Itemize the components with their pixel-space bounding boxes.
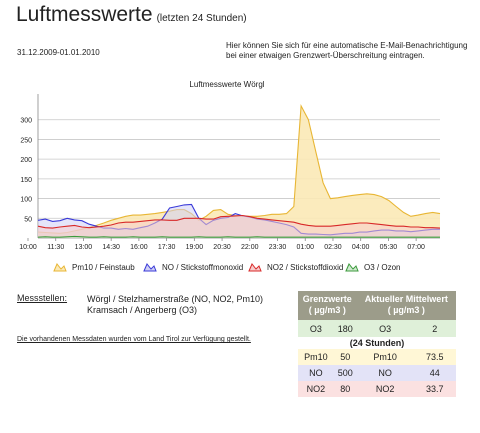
legend-swatch-no2	[248, 263, 262, 272]
series-line-3	[37, 235, 440, 238]
x-tick-label: 13:00	[75, 244, 93, 251]
series-area-2	[38, 215, 440, 238]
cell: Pm10	[356, 349, 414, 365]
legend-item-no2: NO2 / Stickstoffdioxid	[248, 262, 343, 272]
email-alert-link[interactable]: Hier können Sie sich für eine automatisc…	[226, 41, 468, 60]
cell: NO	[298, 365, 334, 381]
table-row-no2: NO2 80 NO2 33.7	[298, 381, 456, 397]
limits-table: Grenzwerte ( µg/m3 ) Aktueller Mittelwer…	[298, 291, 456, 397]
table-subheader-row: (24 Stunden)	[298, 337, 456, 349]
cell: 500	[333, 365, 357, 381]
station-kramsach: Kramsach / Angerberg (O3)	[87, 305, 198, 315]
x-tick-label: 19:00	[186, 244, 204, 251]
air-quality-chart: Luftmesswerte Wörgl 50 100 150 200 250 300 10:0…	[19, 80, 441, 251]
cell: O3	[356, 320, 414, 337]
legend-item-o3: O3 / Ozon	[345, 262, 400, 272]
y-tick-label: 150	[20, 177, 32, 184]
header-average-label: Aktueller Mittelwert	[364, 294, 448, 304]
station-woergl: Wörgl / Stelzhamerstraße (NO, NO2, Pm10)	[87, 294, 264, 304]
stations-label: Messstellen:	[17, 293, 68, 303]
table-row-no: NO 500 NO 44	[298, 365, 456, 381]
cell: 44	[413, 365, 456, 381]
header-limits-label: Grenzwerte	[302, 294, 352, 304]
cell: 33.7	[413, 381, 456, 397]
header-average: Aktueller Mittelwert ( µg/m3 )	[356, 291, 456, 320]
header-average-unit: ( µg/m3 )	[387, 305, 425, 315]
cell: 50	[333, 349, 357, 365]
x-tick-label: 07:00	[407, 244, 425, 251]
legend-item-pm10: Pm10 / Feinstaub	[53, 262, 135, 272]
x-tick-label: 22:00	[241, 244, 259, 251]
y-tick-label: 250	[20, 137, 32, 144]
table-row-o3: O3 180 O3 2	[298, 320, 456, 337]
cell: 2	[413, 320, 456, 337]
legend-swatch-no	[143, 263, 157, 272]
x-tick-label: 10:00	[19, 244, 37, 251]
x-tick-label: 04:00	[352, 244, 370, 251]
header-limits-unit: ( µg/m3 )	[308, 305, 346, 315]
chart-area: Luftmesswerte Wörgl 50 100 150 200 250 300 10:0…	[0, 70, 480, 285]
page-title-text: Luftmesswerte	[16, 3, 153, 26]
cell: NO2	[356, 381, 414, 397]
cell: O3	[298, 320, 334, 337]
x-tick-label: 20:30	[213, 244, 231, 251]
cell: 180	[333, 320, 357, 337]
table-subheader: (24 Stunden)	[298, 337, 456, 349]
chart-legend: Pm10 / Feinstaub NO / Stickstoffmonoxid …	[0, 262, 480, 280]
y-tick-label: 100	[20, 197, 32, 204]
legend-label-no: NO / Stickstoffmonoxid	[162, 262, 244, 272]
legend-swatch-o3	[345, 263, 359, 272]
x-tick-label: 17:30	[158, 244, 176, 251]
cell: 73.5	[413, 349, 456, 365]
header-limits: Grenzwerte ( µg/m3 )	[298, 291, 357, 320]
legend-label-no2: NO2 / Stickstoffdioxid	[267, 262, 344, 272]
cell: NO	[356, 365, 414, 381]
legend-label-pm10: Pm10 / Feinstaub	[72, 262, 135, 272]
x-tick-label: 11:30	[47, 244, 64, 251]
chart-title: Luftmesswerte Wörgl	[189, 80, 264, 89]
cell: NO2	[298, 381, 334, 397]
x-tick-label: 02:30	[324, 244, 342, 251]
series-line-2	[37, 214, 441, 229]
y-tick-label: 200	[20, 157, 32, 164]
table-row-pm10: Pm10 50 Pm10 73.5	[298, 349, 456, 365]
date-range: 31.12.2009-01.01.2010	[17, 48, 100, 57]
x-tick-label: 01:00	[296, 244, 314, 251]
x-tick-label: 14:30	[102, 244, 120, 251]
legend-item-no: NO / Stickstoffmonoxid	[143, 262, 243, 272]
x-tick-label: 23:30	[269, 244, 287, 251]
page-subtitle: (letzten 24 Stunden)	[156, 13, 247, 24]
legend-label-o3: O3 / Ozon	[364, 262, 401, 272]
limits-table-header-row: Grenzwerte ( µg/m3 ) Aktueller Mittelwer…	[298, 291, 456, 320]
page-title: Luftmesswerte (letzten 24 Stunden)	[16, 3, 247, 27]
y-tick-label: 50	[24, 216, 32, 223]
cell: Pm10	[298, 349, 334, 365]
x-tick-label: 05:30	[380, 244, 398, 251]
data-credit-link[interactable]: Die vorhandenen Messdaten wurden vom Lan…	[17, 336, 251, 343]
y-tick-label: 300	[20, 118, 32, 125]
x-tick-label: 16:00	[130, 244, 148, 251]
cell: 80	[333, 381, 357, 397]
series-area-0	[38, 105, 440, 239]
legend-swatch-pm10	[53, 263, 67, 272]
